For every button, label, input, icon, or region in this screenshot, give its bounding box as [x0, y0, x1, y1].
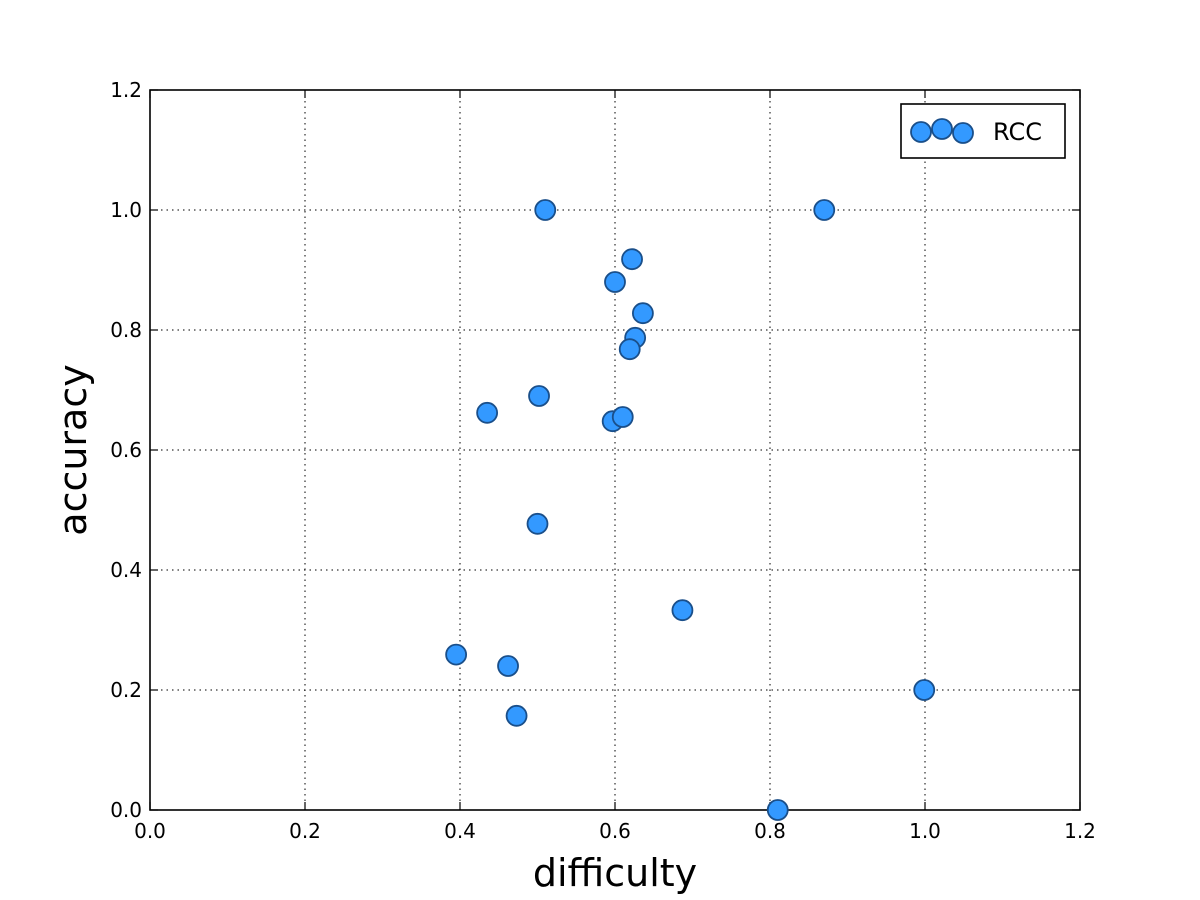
data-point [505, 704, 528, 727]
data-point [632, 302, 654, 325]
data-point [604, 271, 626, 293]
legend-markers [910, 118, 974, 144]
data-point [813, 199, 836, 221]
data-point [526, 512, 549, 535]
legend-marker [931, 118, 953, 140]
y-tick-label: 0.4 [110, 558, 142, 582]
x-tick-label: 0.0 [134, 819, 166, 843]
data-point [913, 679, 936, 701]
y-tick-label: 0.0 [110, 798, 142, 822]
data-point [534, 199, 557, 221]
data-point [445, 643, 468, 666]
data-point [621, 248, 643, 271]
y-tick-label: 1.2 [110, 78, 142, 102]
x-tick-label: 0.4 [444, 819, 476, 843]
data-points [445, 199, 936, 821]
data-point [618, 338, 641, 361]
x-tick-label: 0.8 [754, 819, 786, 843]
y-axis-label: accuracy [51, 364, 95, 535]
legend-label-rcc: RCC [993, 118, 1042, 146]
x-tick-label: 0.6 [599, 819, 631, 843]
data-point [476, 401, 499, 424]
y-tick-label: 0.2 [110, 678, 142, 702]
x-tick-label: 0.2 [289, 819, 321, 843]
y-tick-label: 0.6 [110, 438, 142, 462]
data-point [671, 599, 694, 622]
legend: RCC [900, 103, 1066, 159]
y-tick-label: 1.0 [110, 198, 142, 222]
data-point [611, 406, 634, 428]
axis-ticks: 0.0 0.2 0.4 0.6 0.8 1.0 1.2 0.0 0.2 0.4 0.6 0.8 1.0 1… [110, 78, 1096, 843]
x-tick-label: 1.0 [909, 819, 941, 843]
legend-marker [910, 121, 932, 143]
legend-marker [952, 122, 974, 144]
data-point [497, 655, 519, 677]
x-axis-label: difficulty [533, 851, 697, 895]
x-tick-label: 1.2 [1064, 819, 1096, 843]
data-point [528, 385, 550, 407]
y-tick-label: 0.8 [110, 318, 142, 342]
data-point [766, 799, 789, 821]
